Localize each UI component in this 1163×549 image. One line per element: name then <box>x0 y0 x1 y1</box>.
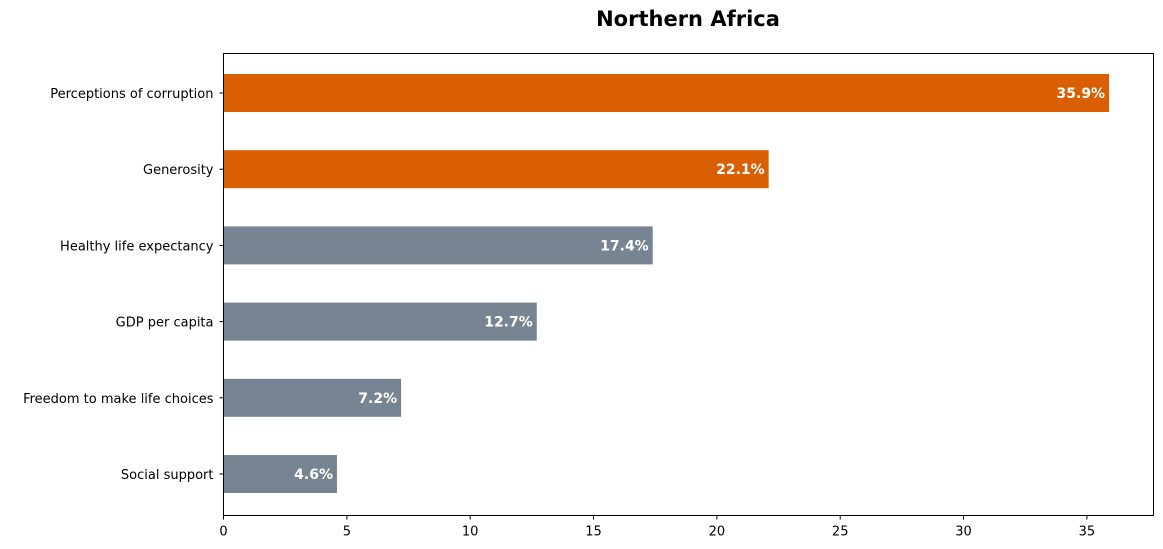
data-label: 7.2% <box>358 391 397 407</box>
data-label: 17.4% <box>600 238 649 254</box>
bar-gdp-per-capita <box>223 302 537 341</box>
x-tick-label: 0 <box>219 525 227 540</box>
y-tick-label: Social support <box>121 468 214 483</box>
bar-freedom-to-make-life-choices <box>223 378 402 417</box>
y-tick-label: Healthy life expectancy <box>60 239 214 254</box>
y-tick-label: Generosity <box>143 163 214 178</box>
x-tick-label: 15 <box>585 525 602 540</box>
bar-perceptions-of-corruption <box>223 74 1110 112</box>
x-tick-label: 35 <box>1079 525 1096 540</box>
data-label: 12.7% <box>484 315 533 331</box>
bars-layer <box>223 74 1110 493</box>
x-tick-label: 5 <box>343 525 351 540</box>
x-tick-label: 20 <box>709 525 726 540</box>
x-tick-label: 25 <box>832 525 849 540</box>
x-tick-label: 30 <box>955 525 972 540</box>
data-label: 22.1% <box>716 162 765 178</box>
x-tick-label: 10 <box>462 525 479 540</box>
y-tick-label: GDP per capita <box>116 316 214 331</box>
data-label: 4.6% <box>294 467 333 483</box>
data-labels-layer: 4.6% 7.2% 12.7% 17.4% 22.1% 35.9% <box>294 86 1105 483</box>
y-axis: Social support Freedom to make life choic… <box>23 87 224 483</box>
bar-social-support <box>223 455 337 493</box>
data-label: 35.9% <box>1057 86 1106 102</box>
x-axis: 0 5 10 15 20 25 30 35 <box>219 515 1096 540</box>
y-tick-label: Perceptions of corruption <box>50 87 213 102</box>
chart-title: Northern Africa <box>596 7 780 31</box>
bar-generosity <box>223 150 769 189</box>
bar-healthy-life-expectancy <box>223 226 653 265</box>
plot-frame <box>223 53 1154 516</box>
y-tick-label: Freedom to make life choices <box>23 392 214 407</box>
